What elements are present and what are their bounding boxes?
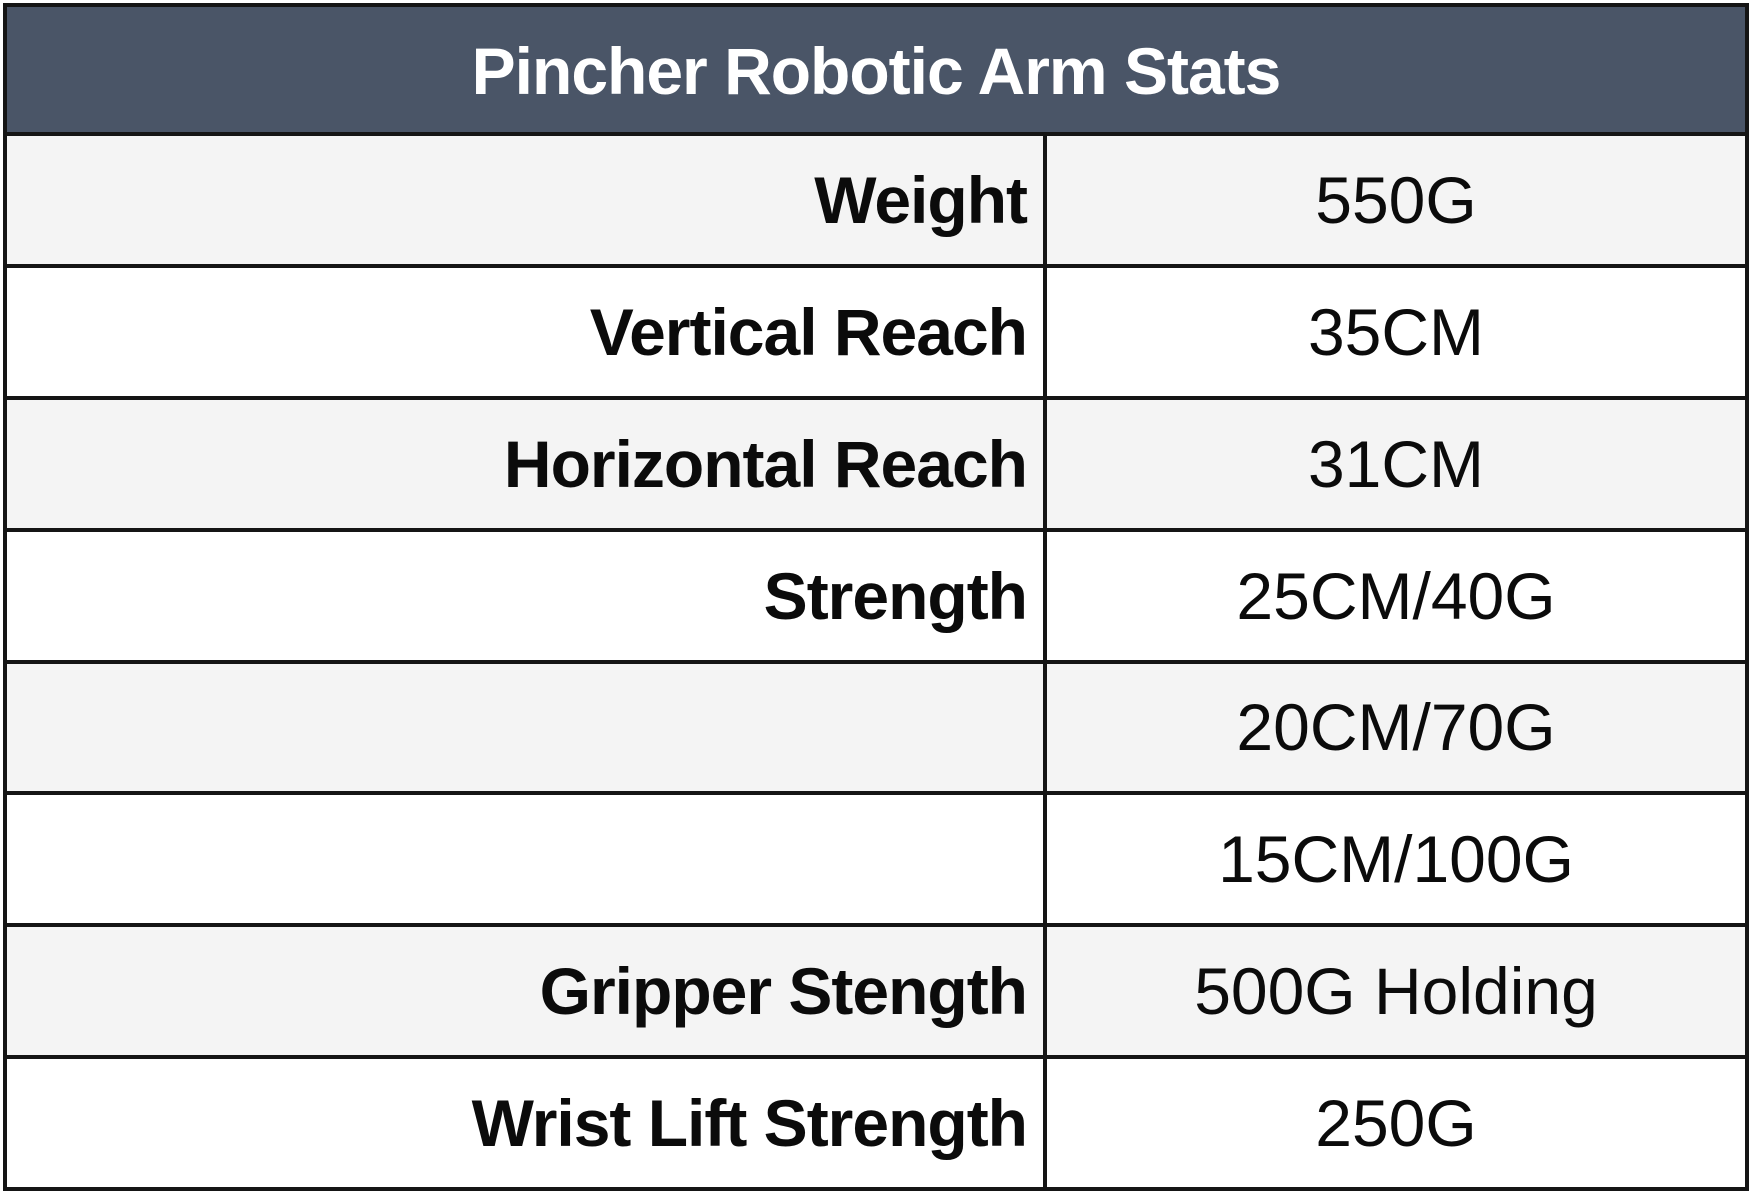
row-value: 250G xyxy=(1315,1086,1477,1161)
row-label: Wrist Lift Strength xyxy=(7,1059,1047,1187)
row-label: Gripper Stength xyxy=(7,927,1047,1056)
row-label: Strength xyxy=(7,531,1047,660)
row-value: 20CM/70G xyxy=(1236,690,1556,765)
table-row: Strength 25CM/40G xyxy=(7,531,1745,664)
row-value: 500G Holding xyxy=(1194,954,1598,1029)
row-value: 35CM xyxy=(1307,294,1485,369)
row-label xyxy=(7,663,1047,792)
row-label: Weight xyxy=(7,136,1047,264)
stats-table: Pincher Robotic Arm Stats Weight 550G Ve… xyxy=(3,3,1749,1191)
table-row: 20CM/70G xyxy=(7,663,1745,796)
table-row: Weight 550G xyxy=(7,136,1745,268)
row-label xyxy=(7,795,1047,924)
row-value: 550G xyxy=(1315,162,1477,237)
table-row: Vertical Reach 35CM xyxy=(7,267,1745,400)
table-row: Horizontal Reach 31CM xyxy=(7,399,1745,532)
table-body: Weight 550G Vertical Reach 35CM Horizont… xyxy=(7,136,1745,1187)
table-row: Gripper Stength 500G Holding xyxy=(7,927,1745,1060)
row-label: Vertical Reach xyxy=(7,267,1047,396)
table-row: 15CM/100G xyxy=(7,795,1745,928)
row-value: 25CM/40G xyxy=(1236,558,1556,633)
table-title: Pincher Robotic Arm Stats xyxy=(7,7,1745,136)
row-value: 15CM/100G xyxy=(1218,822,1574,897)
row-label: Horizontal Reach xyxy=(7,399,1047,528)
row-value: 31CM xyxy=(1307,426,1485,501)
table-row: Wrist Lift Strength 250G xyxy=(7,1059,1745,1187)
